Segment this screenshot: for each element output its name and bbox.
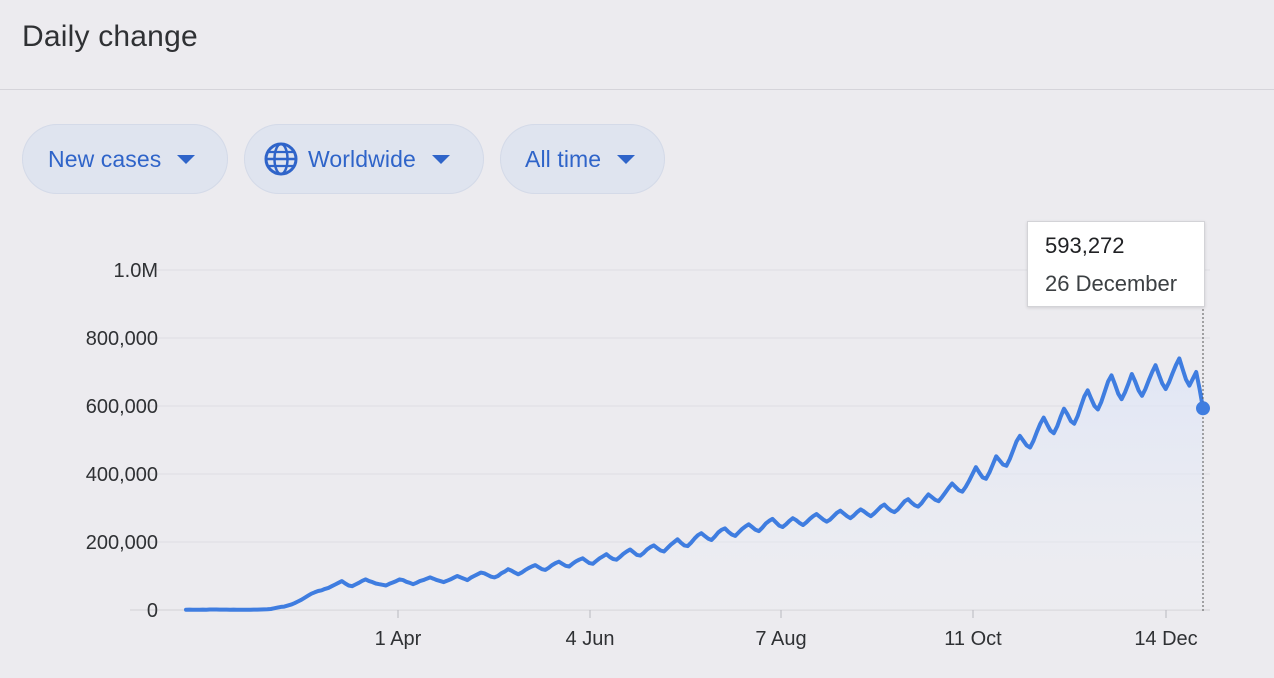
x-tick-label: 14 Dec [1134,628,1197,650]
x-tick-label: 11 Oct [944,628,1002,650]
chevron-down-icon [617,154,636,164]
y-axis: 0 200,000 400,000 600,000 800,000 1.0M [86,260,158,622]
y-tick-label: 1.0M [114,260,158,282]
region-filter[interactable]: Worldwide [244,124,484,194]
hover-point[interactable] [1196,401,1210,416]
y-tick-label: 600,000 [86,396,158,418]
chevron-down-icon [431,154,450,164]
tooltip-value: 593,272 [1045,233,1125,258]
area-fill [186,358,1203,610]
globe-icon [264,142,298,176]
new-cases-filter[interactable]: New cases [22,124,228,194]
new-cases-filter-label: New cases [48,145,162,172]
data-tooltip: 593,272 26 December [1027,221,1205,307]
header-divider [0,89,1274,90]
page-title: Daily change [22,20,198,53]
tooltip-date: 26 December [1045,271,1178,296]
y-tick-label: 800,000 [86,328,158,350]
x-tick-label: 1 Apr [375,628,422,650]
y-tick-label: 200,000 [86,532,158,554]
region-filter-label: Worldwide [308,145,416,172]
time-range-filter[interactable]: All time [500,124,665,194]
x-axis: 1 Apr 4 Jun 7 Aug 11 Oct 14 Dec [375,610,1198,650]
x-tick-label: 4 Jun [566,628,615,650]
x-tick-label: 7 Aug [755,628,806,650]
y-tick-label: 400,000 [86,464,158,486]
time-range-filter-label: All time [525,145,602,172]
y-tick-label: 0 [147,600,158,622]
series-line [184,356,1205,612]
chevron-down-icon [177,154,196,164]
